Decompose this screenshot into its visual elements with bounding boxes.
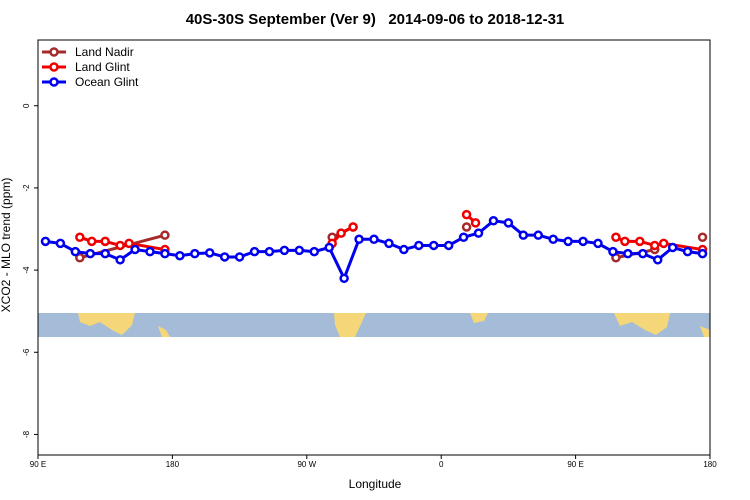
land-shape [470,313,488,323]
data-point [309,246,320,257]
data-point [324,242,334,253]
data-point [658,238,669,249]
data-point [667,242,678,253]
data-point [623,248,633,259]
land-shape [78,313,135,335]
data-point [279,245,290,256]
data-point [130,244,140,255]
data-point [608,246,618,257]
data-point [578,236,588,247]
data-point [461,209,472,220]
data-point [339,273,349,284]
data-point [384,238,394,249]
x-tick-label: 180 [703,460,717,469]
data-point [611,232,621,242]
data-point [219,252,230,262]
data-point [697,232,708,242]
x-tick-label: 180 [166,460,180,469]
data-point [100,248,110,259]
data-point [682,246,693,257]
data-point [234,252,245,262]
data-point [87,236,97,247]
legend-marker [49,62,59,72]
data-point [399,244,409,255]
land-shape [614,313,670,335]
data-point [369,234,379,245]
legend-label: Land Nadir [75,45,134,59]
y-tick-label: -2 [22,184,31,192]
data-point [348,222,358,232]
ocean-strip [38,313,710,337]
data-point [533,230,544,240]
data-point [336,228,346,238]
data-point [40,236,51,247]
data-point [548,234,558,245]
series [40,216,708,284]
data-point [100,236,110,247]
data-point [85,248,96,259]
data-point [620,236,630,247]
series [75,209,708,255]
data-point [160,248,170,259]
data-point [175,250,185,261]
y-axis-label: XCO2 - MLO trend (ppm) [0,178,13,313]
data-point [414,240,424,251]
data-point [563,236,573,247]
legend-label: Ocean Glint [75,75,139,89]
data-point [638,248,648,259]
x-tick-label: 0 [439,460,444,469]
data-point [428,240,439,251]
map-strip [38,313,710,337]
data-point [75,232,85,242]
legend-marker [49,47,59,57]
data-point [473,228,484,238]
legend-label: Land Glint [75,60,130,74]
data-point [115,255,125,265]
data-point [75,253,85,263]
data-point [124,238,134,249]
x-tick-label: 90 E [30,460,46,469]
data-point [115,240,125,251]
data-point [160,230,170,240]
data-point [503,218,514,228]
y-tick-label: -6 [22,348,31,356]
data-point [635,236,645,247]
x-axis-label: Longitude [349,477,402,491]
data-point [190,248,200,259]
x-tick-label: 90 E [567,460,583,469]
data-point [294,245,305,256]
data-point [145,246,155,257]
plot-frame [37,39,711,456]
legend-marker [49,77,59,87]
data-point [593,238,603,249]
y-tick-label: -4 [22,266,31,274]
data-point [518,230,529,240]
land-shape [158,326,170,337]
data-point [264,246,275,257]
data-point [204,248,215,258]
land-shape [334,313,366,337]
data-point [488,216,499,226]
y-tick-label: 0 [22,103,31,108]
data-point [249,246,260,257]
data-point [354,234,364,245]
data-point [443,240,454,251]
data-point [458,232,469,242]
chart-title: 40S-30S September (Ver 9) 2014-09-06 to … [186,11,565,28]
data-point [697,248,708,259]
data-point [652,255,663,265]
data-point [55,238,66,249]
x-tick-label: 90 W [297,460,316,469]
data-point [461,222,472,232]
data-point [70,246,81,257]
y-tick-label: -8 [22,430,31,438]
data-point [470,218,481,228]
land-shape [700,326,710,337]
data-point [649,240,660,251]
